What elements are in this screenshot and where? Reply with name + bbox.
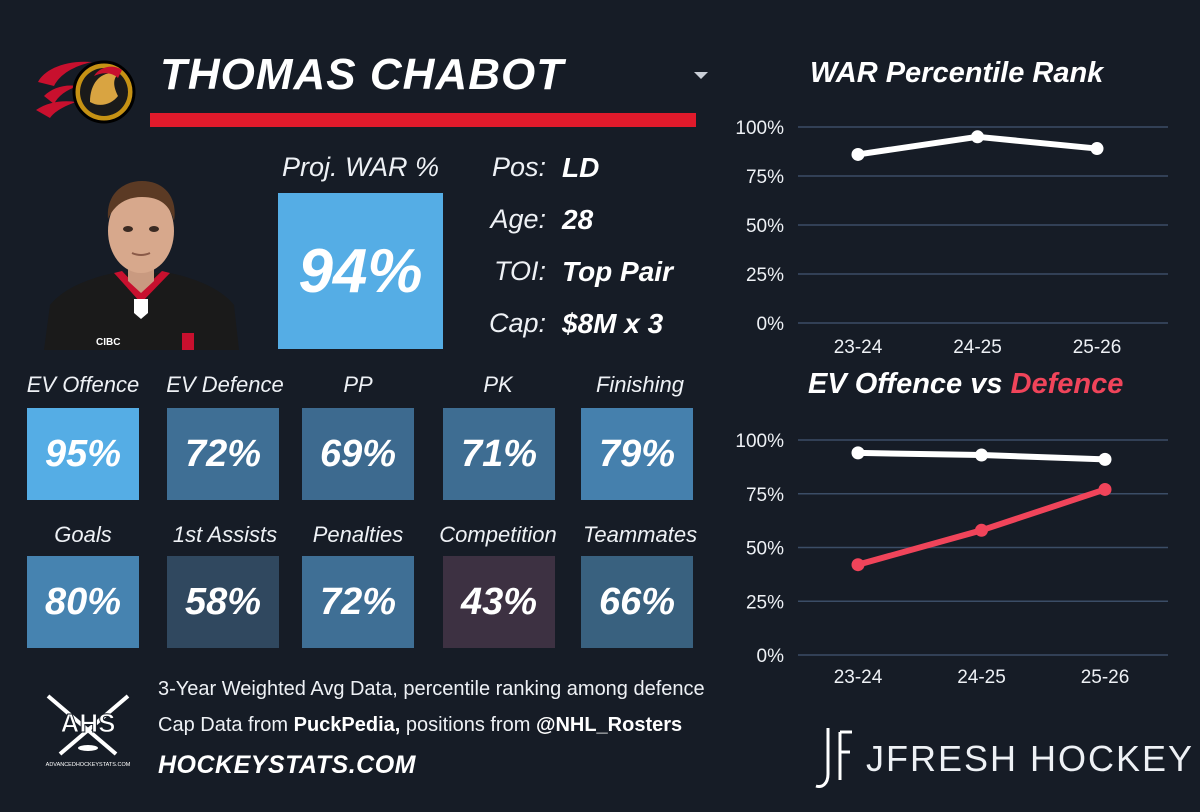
y-tick-label: 75% [746, 485, 784, 506]
age-label: Age: [490, 204, 546, 234]
ev-offence-tile: 95% [27, 408, 139, 500]
ev-defence-label: EV Defence [166, 372, 284, 397]
x-tick-label: 25-26 [1081, 667, 1130, 688]
pos-value: LD [562, 152, 600, 183]
data-point [851, 147, 865, 161]
age-value: 28 [562, 204, 594, 235]
player-headshot: CIBC [44, 175, 239, 350]
data-point [975, 523, 988, 537]
y-tick-label: 100% [735, 431, 784, 452]
competition-tile: 43% [443, 556, 555, 648]
y-tick-label: 50% [746, 539, 784, 560]
footer-line1: 3-Year Weighted Avg Data, percentile ran… [158, 678, 705, 700]
pk-label: PK [483, 372, 513, 397]
y-tick-label: 0% [757, 314, 785, 335]
ev-chart-title-part1: EV Offence vs [808, 368, 1011, 400]
data-point [1098, 482, 1112, 496]
data-point [971, 130, 984, 144]
ev-offence-label: EV Offence [26, 372, 140, 397]
footer-line2: Cap Data from PuckPedia, positions from … [158, 714, 682, 737]
y-tick-label: 25% [746, 265, 784, 286]
hockeystats-url: HOCKEYSTATS.COM [158, 751, 416, 779]
data-point [975, 448, 988, 462]
y-tick-label: 25% [746, 592, 784, 613]
proj-war-box: 94% [278, 193, 443, 349]
y-tick-label: 75% [746, 167, 784, 188]
cap-label: Cap: [488, 308, 546, 338]
teammates-tile: 66% [581, 556, 693, 648]
footer-line2-prefix: Cap Data from [158, 714, 294, 736]
ahs-url: ADVANCEDHOCKEYSTATS.COM [46, 762, 131, 768]
name-underline [150, 113, 696, 127]
team-logo [34, 52, 138, 132]
cap-value: $8M x 3 [562, 308, 664, 339]
pp-label: PP [343, 372, 373, 397]
puckpedia-link: PuckPedia, [293, 714, 401, 736]
player-name: THOMAS CHABOT [160, 50, 565, 99]
proj-war-value: 94% [298, 236, 423, 306]
competition-label: Competition [439, 522, 557, 547]
first-assists-tile: 58% [167, 556, 279, 648]
first-assists-label: 1st Assists [172, 522, 278, 547]
jfresh-icon [814, 726, 854, 792]
ev-chart-title-part2: Defence [1010, 368, 1124, 400]
ahs-logo: AHS ADVANCEDHOCKEYSTATS.COM [38, 690, 138, 790]
y-tick-label: 100% [735, 118, 784, 139]
x-tick-label: 24-25 [957, 667, 1006, 688]
x-tick-label: 25-26 [1073, 337, 1122, 358]
ahs-text: AHS [61, 708, 116, 738]
footer-line2-middle: positions from [400, 714, 536, 736]
jfresh-brand: JFRESH HOCKEY [866, 738, 1195, 779]
war-percentile-chart: 100% 75% 50% 25% 0% 23-24 24-25 25-26 [735, 118, 1168, 358]
data-point [1098, 452, 1112, 466]
pk-tile: 71% [443, 408, 555, 500]
goals-tile: 80% [27, 556, 139, 648]
toi-value: Top Pair [562, 256, 673, 287]
x-tick-label: 23-24 [834, 667, 883, 688]
finishing-label: Finishing [595, 372, 685, 397]
x-tick-label: 23-24 [834, 337, 883, 358]
ev-defence-tile: 72% [167, 408, 279, 500]
ev-offence-defence-chart: 100% 75% 50% 25% 0% 23-24 24-25 25-26 [735, 431, 1168, 688]
svg-text:CIBC: CIBC [96, 337, 120, 348]
nhl-rosters-link: @NHL_Rosters [535, 714, 683, 736]
chevron-down-icon[interactable] [694, 72, 708, 79]
data-point [851, 558, 865, 572]
goals-label: Goals [54, 522, 112, 547]
proj-war-label: Proj. WAR % [281, 152, 440, 182]
data-point [851, 446, 865, 460]
toi-label: TOI: [493, 256, 546, 286]
x-tick-label: 24-25 [953, 337, 1002, 358]
y-tick-label: 50% [746, 216, 784, 237]
y-tick-label: 0% [757, 646, 785, 667]
penalties-label: Penalties [312, 522, 404, 547]
finishing-tile: 79% [581, 408, 693, 500]
penalties-tile: 72% [302, 556, 414, 648]
war-chart-title: WAR Percentile Rank [810, 57, 1104, 89]
pos-label: Pos: [491, 152, 546, 182]
teammates-label: Teammates [582, 522, 698, 547]
data-point [1090, 142, 1104, 156]
pp-tile: 69% [302, 408, 414, 500]
ev-chart-title: EV Offence vs Defence [808, 368, 1123, 401]
